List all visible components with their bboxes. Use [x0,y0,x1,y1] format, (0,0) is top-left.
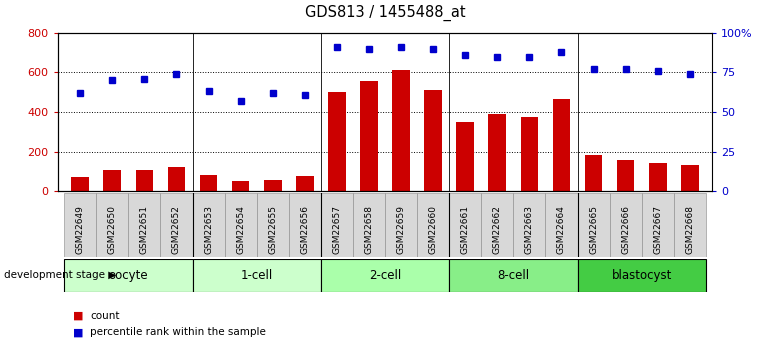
Bar [449,193,481,257]
Text: oocyte: oocyte [109,269,148,282]
Bar [641,193,674,257]
Text: ■: ■ [73,327,84,337]
Bar [96,193,129,257]
Text: GDS813 / 1455488_at: GDS813 / 1455488_at [305,5,465,21]
Bar [578,259,706,292]
Bar [129,193,160,257]
Bar [264,179,282,191]
Text: GSM22657: GSM22657 [333,206,341,255]
Bar [674,193,706,257]
Text: ■: ■ [73,311,84,321]
Text: 8-cell: 8-cell [497,269,530,282]
Text: 1-cell: 1-cell [240,269,273,282]
Bar [649,163,667,191]
Text: 2-cell: 2-cell [369,269,401,282]
Bar [321,259,449,292]
Text: GSM22661: GSM22661 [460,206,470,255]
Bar [488,114,506,191]
Text: blastocyst: blastocyst [611,269,672,282]
Bar [168,167,186,191]
Bar [424,90,442,191]
Text: development stage ▶: development stage ▶ [4,270,116,280]
Text: GSM22652: GSM22652 [172,206,181,255]
Bar [103,170,121,191]
Text: GSM22663: GSM22663 [525,206,534,255]
Text: GSM22651: GSM22651 [140,206,149,255]
Bar [545,193,578,257]
Text: GSM22667: GSM22667 [653,206,662,255]
Bar [457,122,474,191]
Bar [328,92,346,191]
Text: percentile rank within the sample: percentile rank within the sample [90,327,266,337]
Bar [192,259,321,292]
Text: GSM22665: GSM22665 [589,206,598,255]
Bar [321,193,353,257]
Bar [584,155,602,191]
Bar [385,193,417,257]
Bar [199,175,217,191]
Bar [681,165,698,191]
Text: GSM22650: GSM22650 [108,206,117,255]
Bar [232,180,249,191]
Text: GSM22649: GSM22649 [75,206,85,255]
Bar [392,70,410,191]
Bar [617,160,634,191]
Bar [514,193,545,257]
Bar [296,176,313,191]
Bar [417,193,449,257]
Text: GSM22655: GSM22655 [268,206,277,255]
Bar [521,117,538,191]
Text: GSM22653: GSM22653 [204,206,213,255]
Text: GSM22664: GSM22664 [557,206,566,255]
Bar [64,193,96,257]
Bar [225,193,256,257]
Text: GSM22660: GSM22660 [429,206,437,255]
Bar [192,193,225,257]
Bar [353,193,385,257]
Bar [72,177,89,191]
Bar [578,193,610,257]
Bar [360,81,378,191]
Bar [553,99,571,191]
Bar [449,259,578,292]
Bar [289,193,321,257]
Text: GSM22666: GSM22666 [621,206,630,255]
Bar [610,193,641,257]
Text: GSM22658: GSM22658 [364,206,373,255]
Bar [256,193,289,257]
Text: GSM22656: GSM22656 [300,206,310,255]
Text: GSM22668: GSM22668 [685,206,695,255]
Bar [160,193,192,257]
Text: GSM22662: GSM22662 [493,206,502,255]
Text: GSM22659: GSM22659 [397,206,406,255]
Bar [481,193,514,257]
Text: count: count [90,311,119,321]
Bar [64,259,192,292]
Bar [136,170,153,191]
Text: GSM22654: GSM22654 [236,206,245,255]
